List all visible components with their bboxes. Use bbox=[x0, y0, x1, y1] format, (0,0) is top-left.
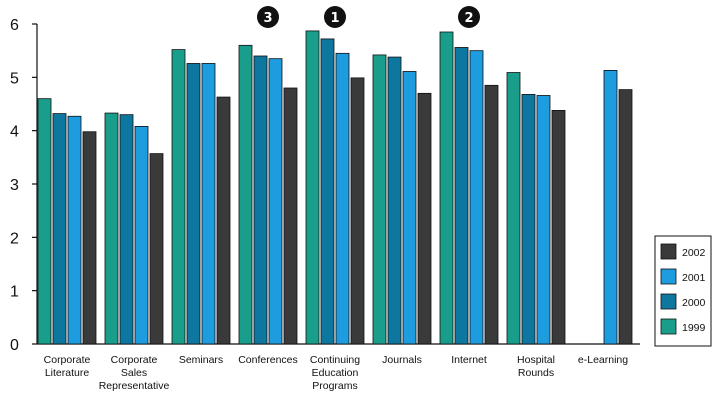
category-labels: Corporate Literature Corporate Sales Represe… bbox=[44, 354, 629, 392]
y-tick-label: 1 bbox=[10, 284, 19, 301]
bar-2001 bbox=[67, 115, 82, 345]
rank-badge bbox=[324, 6, 346, 28]
bar-1999 bbox=[104, 112, 119, 345]
rank-badge-number: 3 bbox=[263, 11, 272, 26]
legend-label-2002: 2002 bbox=[682, 247, 706, 259]
bar-2002 bbox=[618, 89, 633, 345]
bar-2000 bbox=[387, 56, 402, 345]
legend: 2002 2001 2000 1999 bbox=[654, 235, 712, 347]
category-label: e-Learning bbox=[578, 354, 628, 366]
y-tick-label: 6 bbox=[10, 17, 19, 34]
rank-badge-number: 1 bbox=[330, 11, 339, 26]
bar-1999 bbox=[506, 72, 521, 345]
category-label: Journals bbox=[382, 354, 422, 366]
bar-2002 bbox=[350, 77, 365, 345]
rank-badge bbox=[458, 6, 480, 28]
category-label: Corporate Sales Representative bbox=[99, 354, 170, 392]
bar-2000 bbox=[521, 94, 536, 345]
legend-swatch-2000 bbox=[660, 293, 677, 310]
bar-1999 bbox=[238, 44, 253, 345]
rank-badge bbox=[257, 6, 279, 28]
bar-2001 bbox=[402, 71, 417, 345]
bars bbox=[37, 30, 633, 345]
bar-2000 bbox=[253, 55, 268, 345]
category-label: Continuing Education Programs bbox=[310, 354, 360, 392]
bar-2001 bbox=[134, 126, 149, 345]
bar-1999 bbox=[171, 49, 186, 345]
bar-2000 bbox=[454, 47, 469, 345]
bar-2000 bbox=[186, 63, 201, 345]
category-label: Corporate Literature bbox=[44, 354, 91, 379]
y-tick-label: 3 bbox=[10, 177, 19, 194]
y-tick-label: 5 bbox=[10, 70, 19, 87]
legend-swatch-1999 bbox=[660, 318, 677, 335]
bar-1999 bbox=[439, 31, 454, 345]
y-tick-label: 0 bbox=[10, 337, 19, 354]
bar-2001 bbox=[603, 70, 618, 345]
bar-2000 bbox=[119, 114, 134, 345]
bar-2001 bbox=[268, 58, 283, 345]
bar-2002 bbox=[82, 131, 97, 345]
legend-swatch-2001 bbox=[660, 268, 677, 285]
bar-2001 bbox=[536, 95, 551, 345]
rank-annotations: 3 1 2 bbox=[257, 6, 480, 28]
bar-1999 bbox=[37, 98, 52, 345]
legend-swatch-2002 bbox=[660, 243, 677, 260]
bar-2001 bbox=[335, 52, 350, 345]
bar-2002 bbox=[149, 153, 164, 345]
y-tick-label: 2 bbox=[10, 230, 19, 247]
y-tick-label: 4 bbox=[10, 124, 19, 141]
category-label: Conferences bbox=[238, 354, 298, 366]
bar-1999 bbox=[305, 30, 320, 345]
bar-2002 bbox=[216, 96, 231, 345]
rank-badge-number: 2 bbox=[464, 11, 473, 26]
bar-1999 bbox=[372, 54, 387, 345]
category-label: Seminars bbox=[179, 354, 223, 366]
bar-2000 bbox=[320, 38, 335, 345]
bar-2002 bbox=[484, 84, 499, 345]
legend-label-1999: 1999 bbox=[682, 322, 706, 334]
bar-2001 bbox=[201, 63, 216, 345]
bar-2002 bbox=[417, 92, 432, 345]
category-label: Internet bbox=[451, 354, 487, 366]
bar-2002 bbox=[283, 87, 298, 345]
bar-2002 bbox=[551, 110, 566, 345]
category-label: Hospital Rounds bbox=[517, 354, 555, 379]
bar-2001 bbox=[469, 50, 484, 345]
legend-label-2000: 2000 bbox=[682, 297, 706, 309]
legend-label-2001: 2001 bbox=[682, 272, 706, 284]
bar-2000 bbox=[52, 113, 67, 345]
